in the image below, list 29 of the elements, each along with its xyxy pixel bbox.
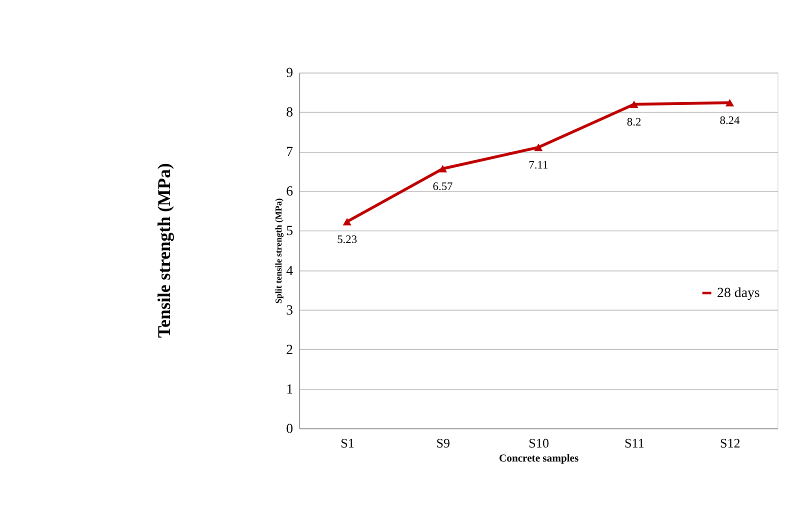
data-label: 6.57 (432, 180, 454, 193)
x-axis-title: Concrete samples (498, 453, 579, 464)
x-tick-label: S11 (624, 436, 644, 451)
y-tick-label: 9 (286, 66, 294, 82)
y-tick-label: 4 (286, 264, 294, 279)
text: Tensile strength (MPa) (154, 163, 174, 338)
point (342, 218, 352, 226)
y-tick-label: 8 (286, 106, 294, 121)
point (630, 100, 638, 108)
point (438, 164, 448, 172)
x-tick-label: S12 (720, 436, 740, 451)
y-tick-label: 6 (286, 184, 294, 200)
x-tick-label: S10 (528, 436, 550, 451)
point (725, 98, 734, 106)
y-tick-label: 5 (286, 224, 294, 240)
y-tick-label: 1 (286, 382, 294, 398)
x-tick-label: S9 (436, 436, 450, 451)
legend-label: 28 days (717, 286, 760, 302)
y-tick-label: 3 (286, 303, 294, 318)
x-tick-label: S1 (340, 436, 354, 451)
data-label: 8.24 (720, 114, 740, 127)
y-axis-title: Split tensile strength (MPa) (273, 198, 284, 304)
y-tick-label: 2 (286, 342, 294, 358)
data-label: 5.23 (337, 234, 358, 246)
y-tick-label: 7 (286, 145, 294, 160)
data-label: 8.2 (626, 116, 642, 129)
point (534, 144, 543, 152)
data-label: 7.11 (528, 160, 548, 172)
y-tick-label: 0 (286, 422, 294, 437)
